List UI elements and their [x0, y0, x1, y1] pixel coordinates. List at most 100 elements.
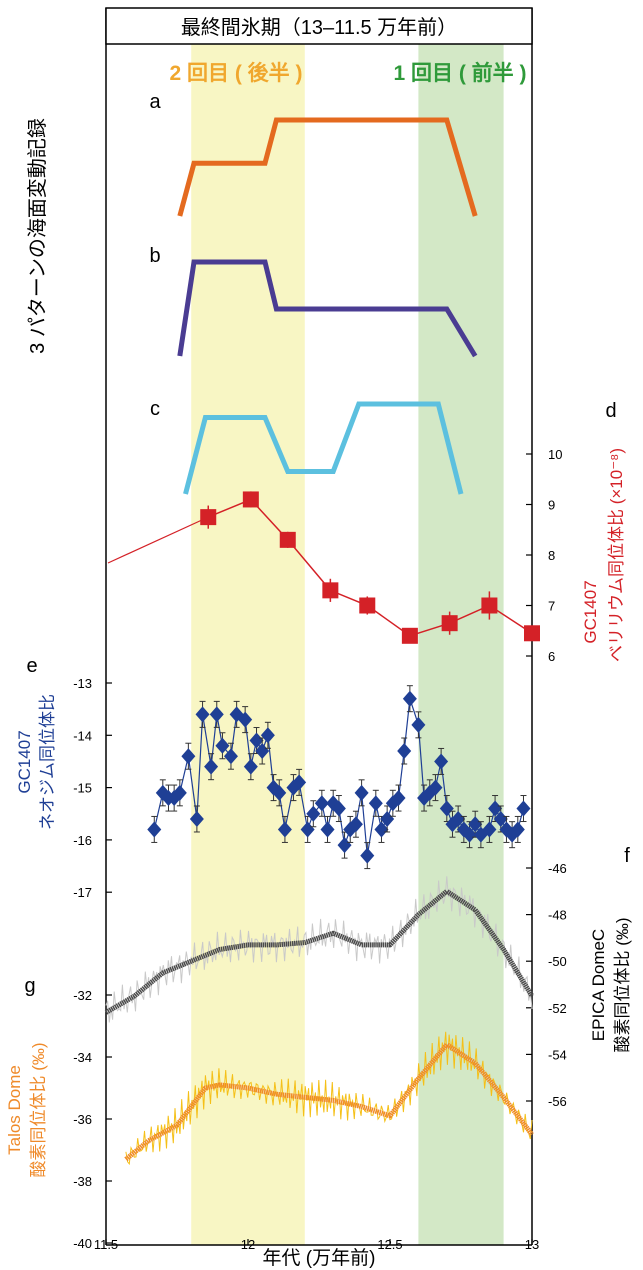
phase-first-label: 1 回目 ( 前半 )	[393, 61, 526, 85]
nd-tick-label: -17	[73, 885, 92, 900]
nd-data-point	[331, 800, 346, 817]
talos-tick-label: -36	[73, 1112, 92, 1127]
nd-data-point	[510, 821, 525, 838]
pattern-c-line	[183, 401, 464, 495]
nd-tick-label: -13	[73, 676, 92, 691]
nd-data-point	[374, 821, 389, 838]
epica-raw-line	[105, 876, 533, 1023]
x-axis: 11.5 12 12.5 13	[94, 1237, 539, 1252]
sea-level-patterns-label: 3 パターンの海面変動記録	[26, 118, 49, 354]
talos-tick-label: -40	[73, 1236, 92, 1251]
nd-data-point	[314, 795, 329, 812]
nd-data-point	[482, 821, 497, 838]
panel-label-c: c	[150, 398, 160, 420]
nd-data-point	[397, 742, 412, 759]
nd-y-label: ネオジム同位体比	[38, 694, 57, 830]
x-tick-label: 13	[525, 1237, 539, 1252]
nd-data-point	[488, 800, 503, 817]
nd-data-point	[516, 800, 531, 817]
nd-data-point	[249, 732, 264, 749]
nd-data-point	[320, 821, 335, 838]
epica-tick-label: -48	[548, 908, 567, 923]
panel-label-g: g	[24, 975, 35, 997]
be-data-point	[441, 615, 458, 632]
nd-data-point	[428, 779, 443, 796]
epica-y-label: 酸素同位体比 (‰)	[613, 917, 632, 1052]
talos-tick-label: -32	[73, 988, 92, 1003]
nd-data-point	[147, 821, 162, 838]
panel-label-a: a	[149, 91, 161, 113]
be-data-point	[481, 597, 498, 614]
nd-data-point	[337, 837, 352, 854]
panel-label-b: b	[149, 245, 160, 267]
nd-data-point	[462, 826, 477, 843]
nd-tick-label: -16	[73, 833, 92, 848]
nd-data-point	[292, 774, 307, 791]
phase-bands	[191, 44, 504, 1245]
nd-data-point	[238, 711, 253, 728]
talos-smoothed-line	[124, 1042, 534, 1162]
nd-data-point	[360, 847, 375, 864]
nd-data-point	[243, 758, 258, 775]
talos-y-name: Talos Dome	[5, 1065, 24, 1155]
nd-data-point	[380, 810, 395, 827]
nd-data-point	[172, 784, 187, 801]
be-tick-label: 10	[548, 447, 562, 462]
nd-data-point	[223, 748, 238, 765]
epica-tick-label: -50	[548, 954, 567, 969]
be-data-point	[242, 491, 259, 508]
nd-data-point	[204, 758, 219, 775]
be-data-point	[359, 597, 376, 614]
x-tick-label: 12.5	[377, 1237, 402, 1252]
x-axis-label: 年代 (万年前)	[263, 1247, 376, 1269]
nd-data-point	[402, 690, 417, 707]
nd-data-point	[348, 816, 363, 833]
talos-tick-label: -38	[73, 1174, 92, 1189]
nd-data-point	[391, 790, 406, 807]
nd-data-point	[368, 795, 383, 812]
epica-tick-label: -54	[548, 1047, 567, 1062]
talos-y-label: 酸素同位体比 (‰)	[29, 1042, 48, 1177]
be-y-name: GC1407	[581, 580, 600, 643]
talos-raw-line	[125, 1031, 533, 1166]
be-data-point	[200, 509, 217, 526]
nd-data-point	[354, 784, 369, 801]
nd-data-point	[195, 706, 210, 723]
epica-y-name: EPICA DomeC	[589, 929, 608, 1041]
panel-label-d: d	[605, 400, 616, 422]
nd-data-point	[209, 706, 224, 723]
nd-y-name: GC1407	[15, 730, 34, 793]
nd-data-point	[493, 810, 508, 827]
nd-data-point	[451, 810, 466, 827]
x-tick-label: 12	[241, 1237, 255, 1252]
nd-data-point	[439, 800, 454, 817]
nd-data-point	[189, 810, 204, 827]
nd-data-point	[255, 742, 270, 759]
be-tick-label: 9	[548, 498, 555, 513]
epica-tick-label: -46	[548, 861, 567, 876]
nd-data-point	[181, 748, 196, 765]
be-lead-in-line	[107, 516, 209, 564]
nd-data-point	[411, 716, 426, 733]
be-tick-label: 8	[548, 548, 555, 563]
nd-data-point	[277, 821, 292, 838]
nd-data-point	[260, 727, 275, 744]
epica-smoothed-line	[104, 888, 535, 1015]
title-box	[105, 7, 533, 45]
talos-tick-label: -34	[73, 1050, 92, 1065]
be-data-point	[401, 627, 418, 644]
pattern-b-line	[177, 259, 478, 358]
panel-label-f: f	[624, 845, 630, 867]
nd-data-point	[306, 805, 321, 822]
be-tick-label: 6	[548, 649, 555, 664]
be-y-label: ベリリウム同位体比 (×10⁻⁸)	[607, 448, 626, 662]
phase-second-label: 2 回目 ( 後半 )	[169, 61, 302, 85]
nd-tick-label: -14	[73, 728, 92, 743]
nd-data-point	[215, 737, 230, 754]
be-data-point	[524, 625, 540, 642]
be-tick-label: 7	[548, 599, 555, 614]
nd-data-point	[434, 753, 449, 770]
nd-data-point	[300, 821, 315, 838]
be-data-point	[322, 582, 339, 599]
